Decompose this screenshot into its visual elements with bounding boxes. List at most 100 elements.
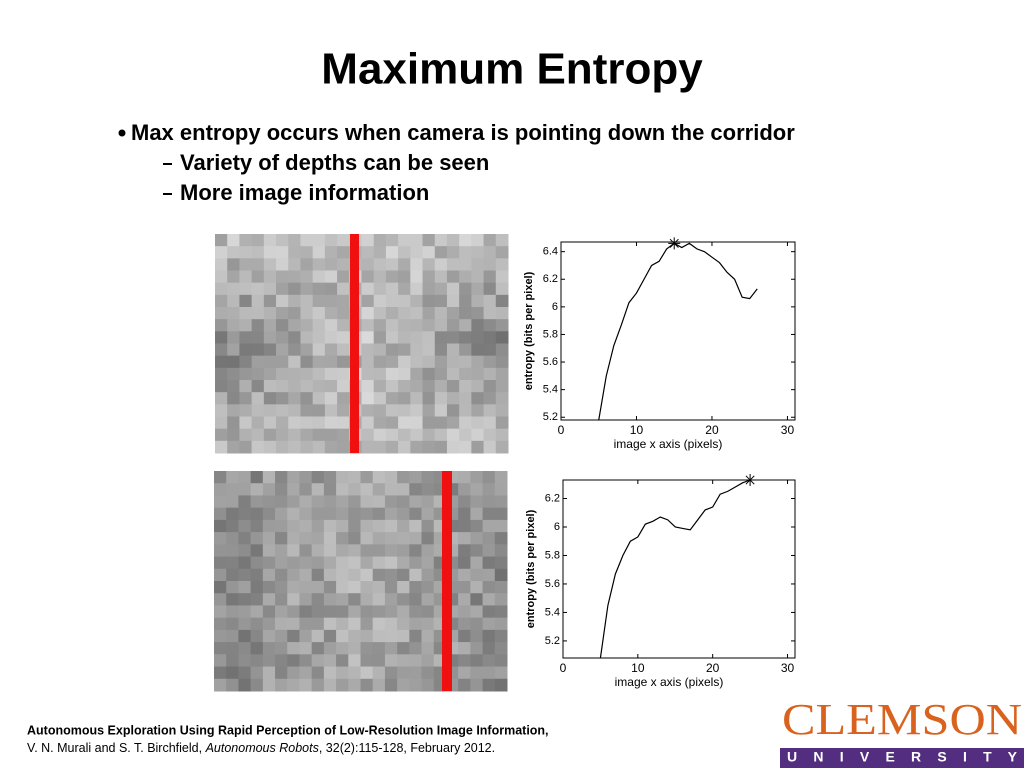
pixel [360, 666, 374, 680]
pixel [398, 440, 411, 454]
pixel [300, 440, 314, 454]
pixel [422, 307, 436, 320]
pixel [385, 404, 399, 417]
pixel [324, 355, 338, 369]
pixel [239, 282, 253, 296]
pixel [214, 495, 227, 509]
pixel [214, 678, 227, 692]
pixel [434, 380, 448, 393]
pixel [214, 642, 227, 655]
pixel [276, 270, 289, 284]
pixel [372, 617, 386, 631]
pixel [337, 355, 350, 369]
pixel [276, 258, 289, 271]
pixel [312, 294, 326, 308]
pixel [458, 519, 471, 533]
pixel [410, 234, 424, 247]
pixel [361, 294, 375, 308]
pixel [494, 678, 508, 692]
pixel [495, 428, 509, 442]
pixel [482, 544, 496, 558]
pixel [483, 416, 497, 430]
pixel [275, 629, 288, 643]
pixel [239, 392, 253, 405]
pixel [275, 654, 288, 668]
pixel [373, 282, 387, 296]
pixel [348, 642, 361, 655]
pixel [215, 246, 228, 259]
pixel [251, 319, 265, 332]
pixel [459, 440, 472, 454]
pixel [337, 294, 350, 308]
pixel [471, 392, 485, 405]
pixel [262, 507, 276, 521]
pixel [238, 593, 252, 606]
pixel [410, 319, 424, 332]
y-axis-label: entropy (bits per pixel) [525, 509, 537, 628]
charts: 0 10 20 30 5.2 5.4 5.6 5.8 6 6.2 6.4 image x axis (… [523, 237, 796, 689]
pixel [458, 568, 471, 582]
slide-title: Maximum Entropy [321, 45, 703, 94]
pixel [470, 629, 484, 643]
pixel [312, 440, 326, 454]
pixel [446, 367, 460, 381]
pixel [336, 605, 349, 619]
pixel [238, 629, 252, 643]
y-tick-label: 5.6 [543, 356, 558, 368]
pixel [300, 246, 314, 259]
pixel [372, 483, 386, 496]
pixel [482, 629, 496, 643]
pixel [336, 654, 349, 668]
pixel [288, 282, 301, 296]
pixel [323, 678, 337, 692]
pixel [287, 495, 300, 509]
pixel [494, 654, 508, 668]
pixel [384, 495, 398, 509]
pixel [422, 416, 436, 430]
pixel [276, 367, 289, 381]
pixel [398, 282, 411, 296]
pixel [421, 617, 435, 631]
pixel [348, 678, 361, 692]
pixel [239, 234, 253, 247]
pixel [422, 282, 436, 296]
y-tick-label: 6 [552, 301, 558, 313]
pixel [483, 343, 497, 357]
pixel [421, 666, 435, 680]
pixel [471, 282, 485, 296]
pixel [398, 428, 411, 442]
pixel [262, 556, 276, 570]
pixel [226, 556, 239, 570]
pixel [214, 629, 227, 643]
pixel [288, 428, 301, 442]
pixel [397, 519, 410, 533]
pixel [398, 392, 411, 405]
pixel [372, 642, 386, 655]
pixel [360, 471, 374, 484]
y-tick-label: 5.4 [545, 606, 560, 618]
pixel [262, 666, 276, 680]
pixel [373, 440, 387, 454]
pixel [483, 404, 497, 417]
pixel [311, 617, 325, 631]
pixel [494, 629, 508, 643]
pixel [409, 617, 423, 631]
pixel [324, 294, 338, 308]
pixel [288, 440, 301, 454]
pixel [324, 380, 338, 393]
pixel [275, 471, 288, 484]
pixel [410, 246, 424, 259]
pixel [250, 678, 264, 692]
pixel [398, 246, 411, 259]
pixel [459, 319, 472, 332]
pixel [495, 367, 509, 381]
pixel [372, 471, 386, 484]
pixel [275, 495, 288, 509]
pixel [226, 581, 239, 594]
pixel [251, 246, 265, 259]
entropy-line [598, 242, 758, 421]
pixel [312, 307, 326, 320]
pixel [471, 367, 485, 381]
pixel [214, 617, 227, 631]
pixel [410, 440, 424, 454]
